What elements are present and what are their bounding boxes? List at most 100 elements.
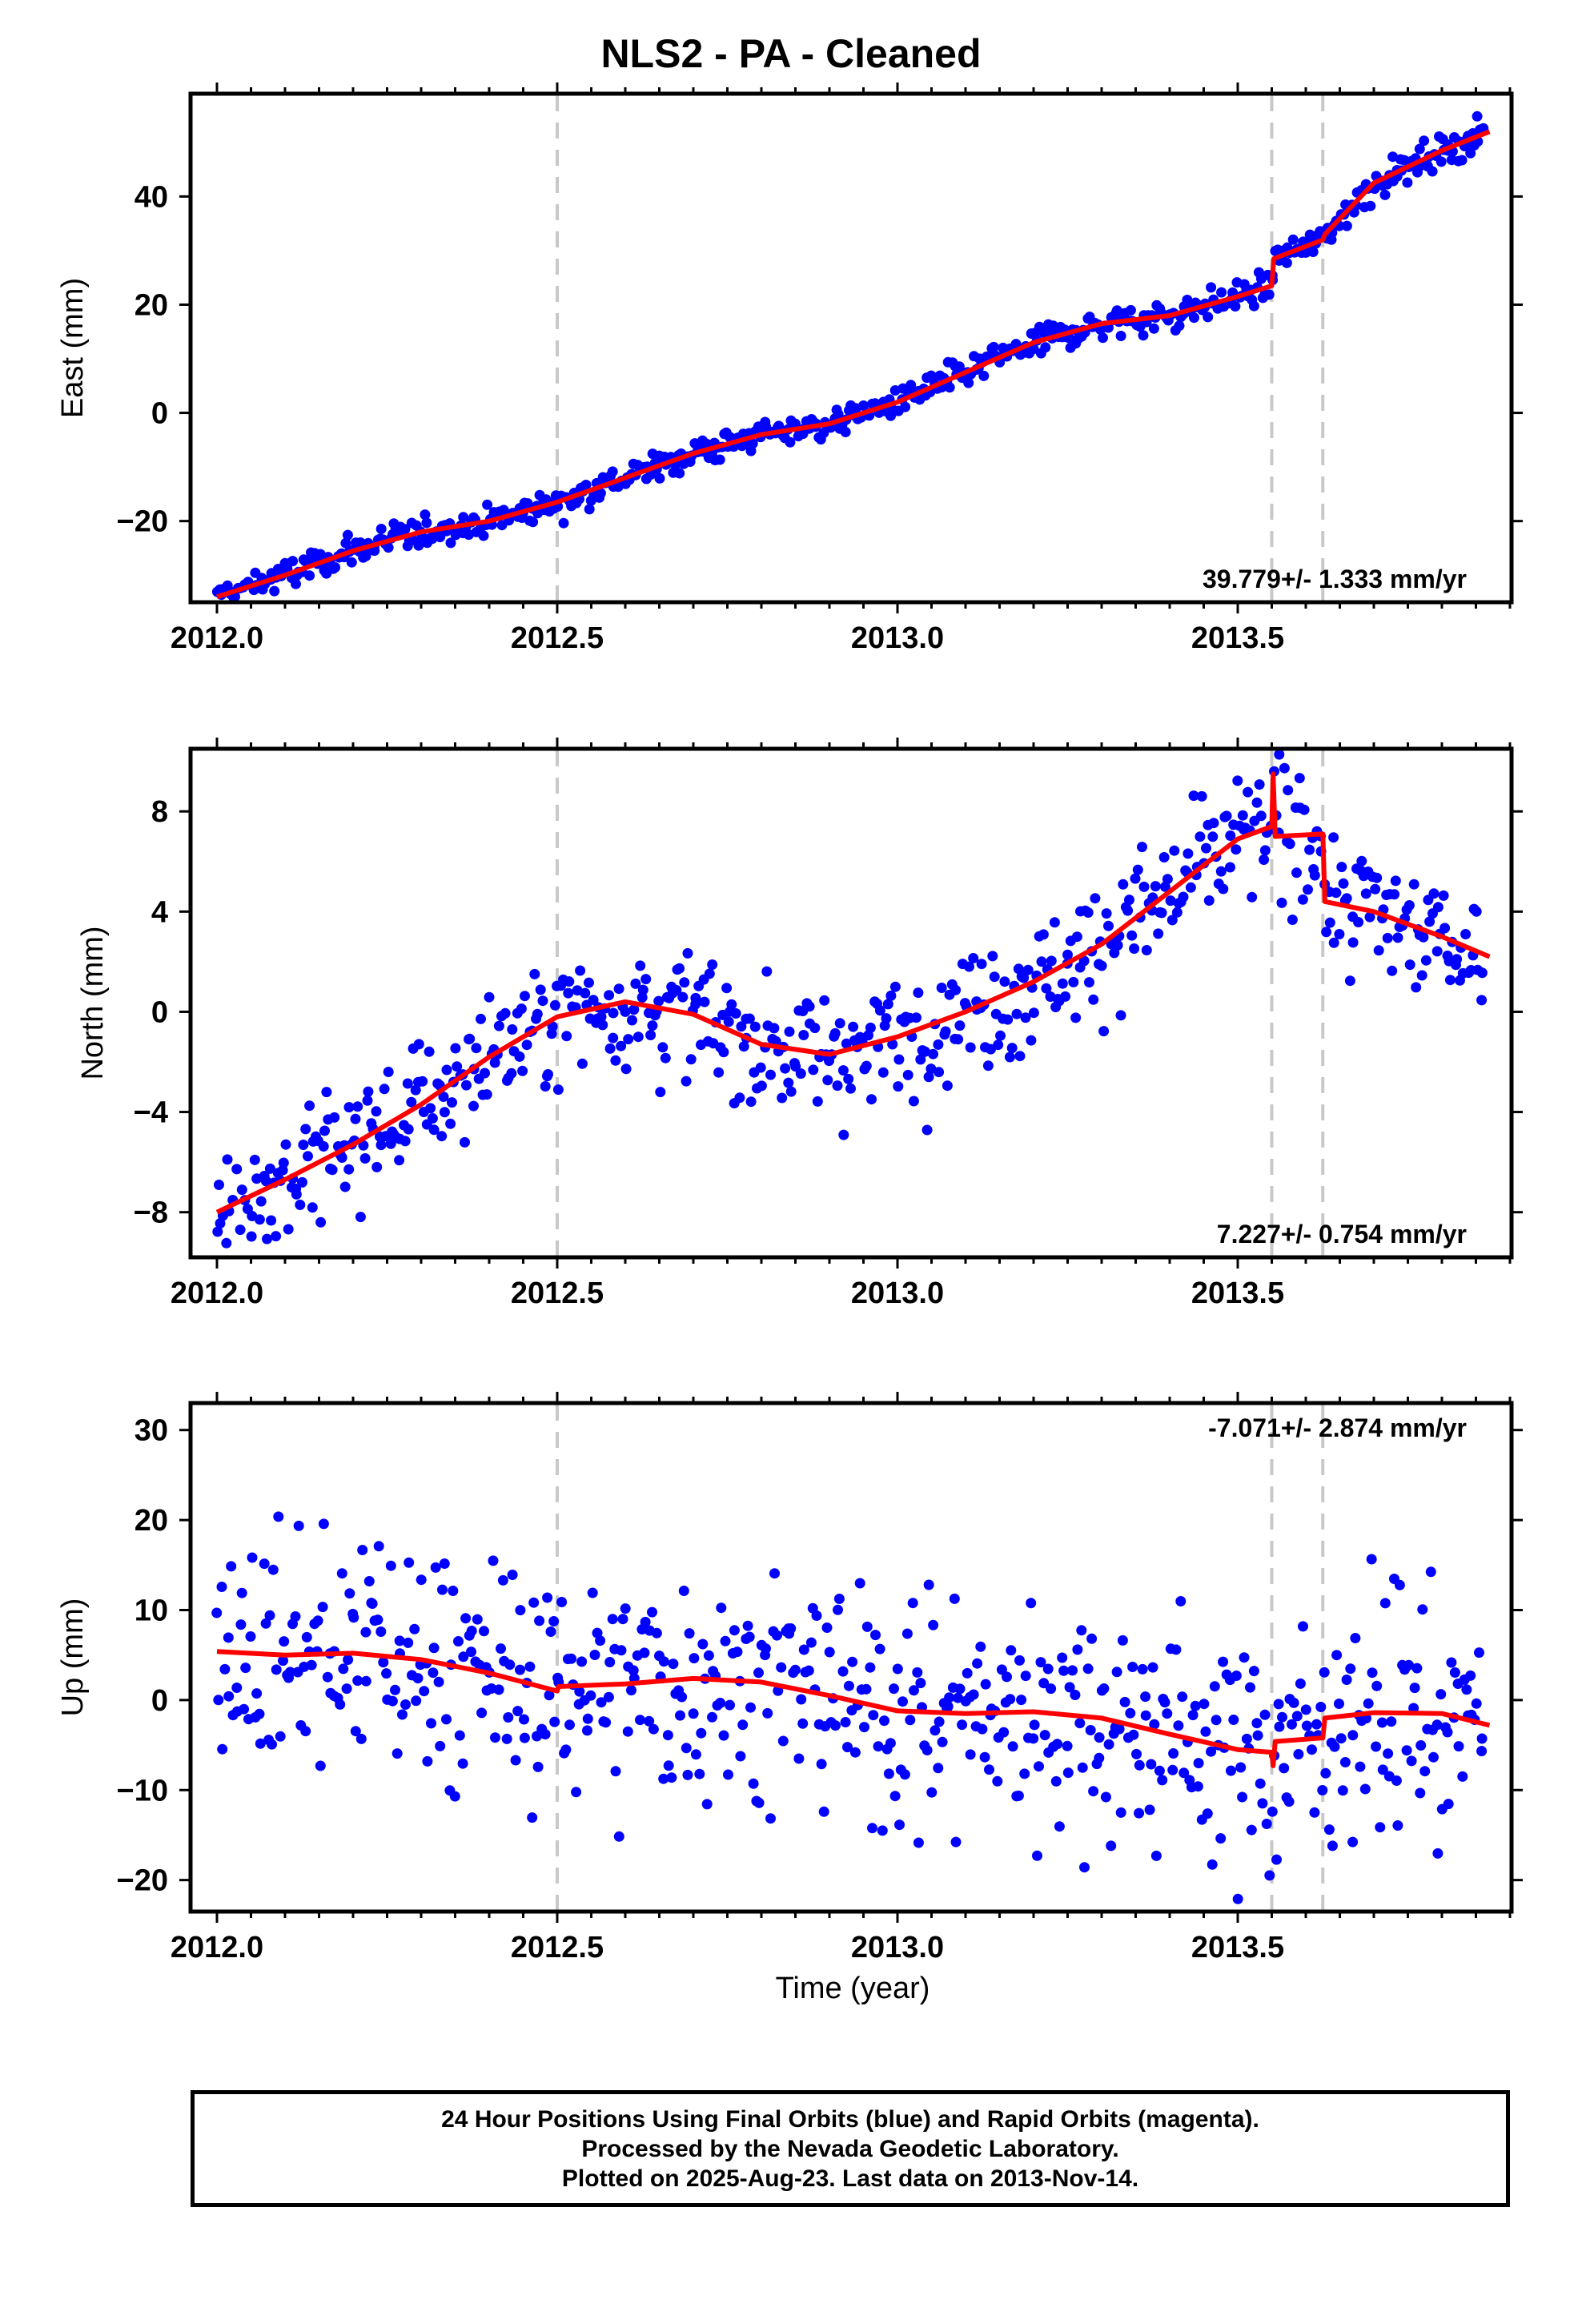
data-point: [780, 1063, 791, 1074]
data-point: [608, 1007, 619, 1019]
data-point: [1386, 1716, 1397, 1727]
data-point: [1345, 1663, 1356, 1675]
data-point: [433, 1676, 444, 1687]
data-point: [861, 1621, 873, 1632]
data-point: [246, 1231, 257, 1242]
data-point: [859, 1722, 869, 1733]
data-point: [819, 995, 830, 1006]
data-points: [211, 1511, 1488, 1904]
data-point: [247, 1552, 258, 1563]
data-point: [1283, 785, 1294, 796]
data-point: [1138, 881, 1150, 892]
data-point: [761, 1643, 771, 1655]
data-point: [1460, 929, 1472, 939]
data-point: [1140, 1691, 1151, 1703]
data-point: [1125, 1707, 1136, 1719]
data-point: [383, 542, 394, 553]
data-point: [542, 1592, 553, 1603]
data-point: [944, 382, 955, 393]
y-tick-label: 4: [151, 895, 168, 929]
data-point: [1129, 943, 1140, 954]
data-point: [921, 1124, 933, 1136]
data-point: [784, 1026, 795, 1037]
data-point: [1231, 844, 1242, 855]
data-point: [1052, 1739, 1063, 1750]
data-point: [738, 1041, 749, 1052]
data-point: [1137, 1663, 1148, 1675]
data-point: [1261, 1819, 1272, 1829]
data-point: [300, 1726, 311, 1737]
data-point: [1307, 247, 1319, 257]
y-tick-label: −20: [117, 505, 168, 539]
data-point: [597, 1019, 608, 1031]
data-point: [734, 1092, 745, 1104]
data-point: [635, 960, 646, 971]
data-point: [655, 1087, 666, 1098]
data-point: [346, 557, 357, 568]
y-tick-label: 20: [135, 288, 168, 322]
panel-2: 2012.0 2012.5 2013.0 2013.5 −8 −4 0 4 8 North (mm…: [76, 738, 1523, 1310]
data-point: [251, 1688, 263, 1699]
data-point: [785, 1623, 797, 1634]
data-point: [909, 1685, 919, 1696]
data-point: [1476, 967, 1488, 979]
data-point: [428, 1667, 439, 1679]
data-point: [254, 1214, 265, 1225]
data-point: [379, 1084, 390, 1095]
data-point: [560, 1744, 572, 1755]
data-point: [874, 1643, 885, 1655]
data-point: [1090, 893, 1101, 904]
data-point: [439, 1558, 450, 1569]
data-point: [1062, 1740, 1073, 1751]
data-point: [527, 1812, 538, 1823]
data-point: [798, 1644, 809, 1655]
data-point: [1324, 917, 1335, 928]
data-point: [809, 1023, 821, 1034]
data-point: [1215, 866, 1227, 877]
data-point: [1257, 1798, 1268, 1809]
data-point: [549, 1716, 560, 1727]
data-point: [1130, 873, 1141, 884]
data-point: [1232, 775, 1243, 786]
data-point: [489, 1057, 500, 1068]
data-point: [240, 1663, 251, 1674]
data-point: [426, 1718, 436, 1729]
data-point: [471, 1043, 482, 1054]
data-point: [1103, 920, 1114, 931]
data-point: [1263, 289, 1275, 300]
data-point: [317, 1602, 328, 1613]
data-point: [654, 472, 665, 484]
data-point: [685, 1054, 697, 1065]
data-point: [803, 1665, 814, 1676]
data-point: [481, 1089, 492, 1100]
data-point: [861, 1060, 872, 1072]
data-point: [762, 1707, 773, 1719]
data-point: [1241, 1733, 1252, 1744]
data-point: [582, 1713, 593, 1724]
data-point: [979, 1751, 990, 1763]
data-point: [1162, 874, 1173, 885]
data-point: [920, 1046, 930, 1057]
data-point: [1287, 234, 1299, 245]
data-point: [327, 1164, 338, 1176]
data-point: [1106, 1840, 1117, 1852]
data-point: [385, 1560, 396, 1571]
data-point: [540, 1081, 551, 1092]
data-point: [466, 1626, 477, 1636]
data-point: [1247, 891, 1258, 903]
data-point: [905, 380, 917, 391]
data-point: [1046, 955, 1057, 967]
data-point: [291, 1188, 302, 1200]
data-point: [679, 977, 690, 988]
data-point: [216, 1582, 227, 1592]
data-point: [1162, 1708, 1173, 1719]
data-point: [458, 1651, 469, 1663]
data-point: [1231, 1671, 1242, 1681]
data-point: [908, 1096, 919, 1107]
data-point: [383, 1067, 394, 1077]
data-point: [1327, 1840, 1338, 1852]
data-point: [1237, 1791, 1248, 1803]
data-point: [298, 1140, 309, 1150]
data-point: [580, 480, 592, 490]
data-point: [840, 427, 851, 437]
